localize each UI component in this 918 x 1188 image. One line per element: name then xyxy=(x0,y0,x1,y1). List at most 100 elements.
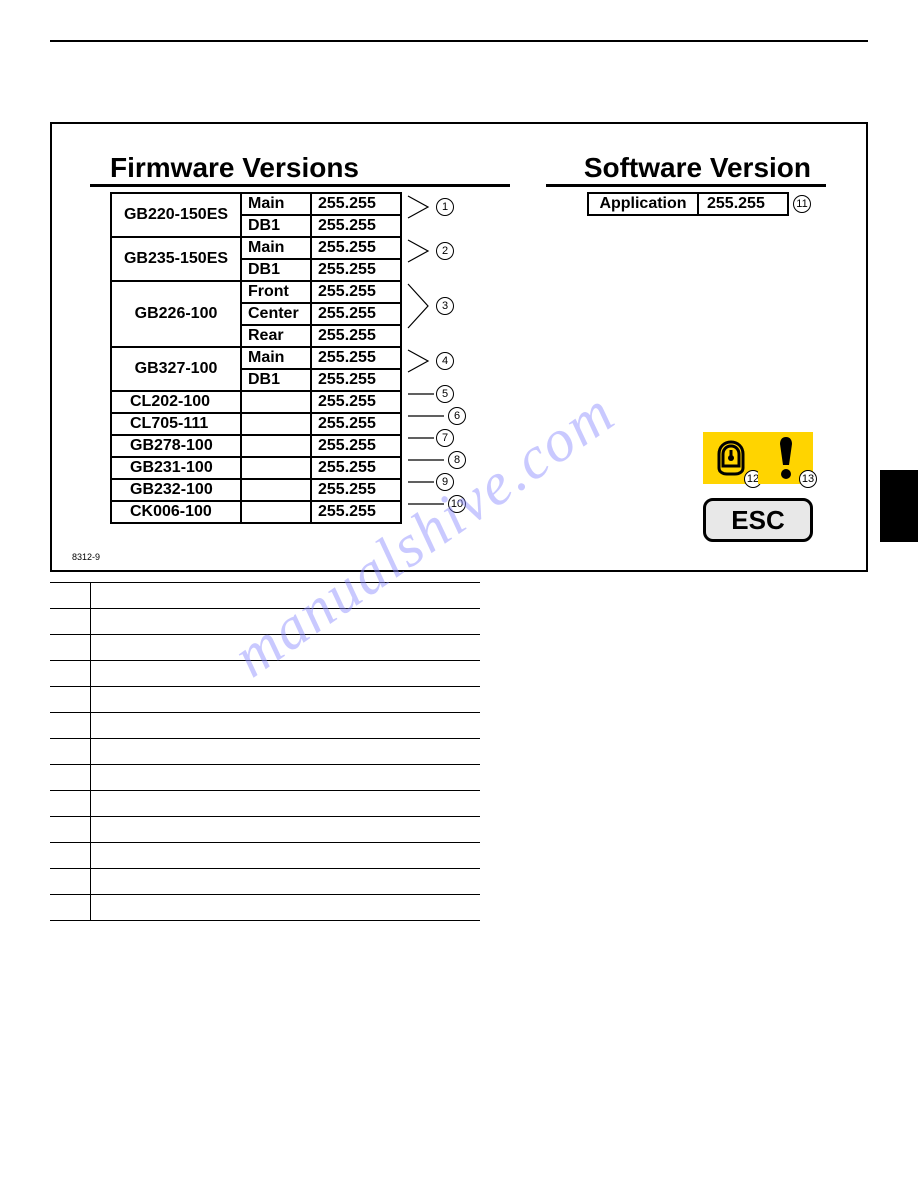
callout-10: 10 xyxy=(448,495,466,513)
sw-label: Application xyxy=(588,193,698,215)
page-top-rule xyxy=(50,40,868,42)
desc-num xyxy=(50,739,90,765)
engine-warn-icon xyxy=(711,438,751,478)
fw-ver: 255.255 xyxy=(311,391,401,413)
software-table: Application 255.255 xyxy=(587,192,789,216)
desc-text xyxy=(90,635,480,661)
desc-num xyxy=(50,765,90,791)
fw-ver: 255.255 xyxy=(311,259,401,281)
fw-ver: 255.255 xyxy=(311,347,401,369)
fw-model: GB235-150ES xyxy=(111,237,241,281)
fw-model: GB327-100 xyxy=(111,347,241,391)
table-row xyxy=(50,869,480,895)
fw-ver: 255.255 xyxy=(311,303,401,325)
table-row xyxy=(50,609,480,635)
fw-sub: DB1 xyxy=(241,369,311,391)
image-footer-id: 8312-9 xyxy=(72,552,100,562)
fw-sub: Main xyxy=(241,347,311,369)
fw-ver: 255.255 xyxy=(311,369,401,391)
fw-sub xyxy=(241,501,311,523)
fw-sub: Center xyxy=(241,303,311,325)
desc-num xyxy=(50,609,90,635)
fw-model: GB232-100 xyxy=(111,479,241,501)
table-row xyxy=(50,687,480,713)
software-header: Software Version xyxy=(584,152,811,184)
fw-ver: 255.255 xyxy=(311,281,401,303)
fw-ver: 255.255 xyxy=(311,457,401,479)
callout-2: 2 xyxy=(436,242,454,260)
desc-num xyxy=(50,817,90,843)
fw-ver: 255.255 xyxy=(311,435,401,457)
fw-ver: 255.255 xyxy=(311,325,401,347)
fw-ver: 255.255 xyxy=(311,413,401,435)
table-row: CK006-100 255.255 xyxy=(111,501,401,523)
fw-sub: DB1 xyxy=(241,215,311,237)
desc-text xyxy=(90,843,480,869)
fw-sub xyxy=(241,457,311,479)
table-row xyxy=(50,843,480,869)
desc-text xyxy=(90,817,480,843)
table-row: CL705-111 255.255 xyxy=(111,413,401,435)
desc-num xyxy=(50,635,90,661)
firmware-header: Firmware Versions xyxy=(110,152,359,184)
content-area: GB220-150ES Main 255.255 DB1 255.255 GB2… xyxy=(70,192,841,552)
esc-label: ESC xyxy=(731,505,784,536)
fw-model: CL202-100 xyxy=(111,391,241,413)
fw-sub xyxy=(241,413,311,435)
desc-num xyxy=(50,869,90,895)
table-row: GB232-100 255.255 xyxy=(111,479,401,501)
fw-ver: 255.255 xyxy=(311,479,401,501)
table-row xyxy=(50,791,480,817)
desc-text xyxy=(90,583,480,609)
fw-sub: Front xyxy=(241,281,311,303)
desc-text xyxy=(90,791,480,817)
table-row xyxy=(50,817,480,843)
table-row xyxy=(50,895,480,921)
desc-text xyxy=(90,713,480,739)
fw-sub xyxy=(241,479,311,501)
table-row xyxy=(50,713,480,739)
fw-ver: 255.255 xyxy=(311,501,401,523)
callout-13: 13 xyxy=(799,470,817,488)
desc-text xyxy=(90,661,480,687)
esc-button[interactable]: ESC xyxy=(703,498,813,542)
sw-ver: 255.255 xyxy=(698,193,788,215)
fw-ver: 255.255 xyxy=(311,193,401,215)
desc-text xyxy=(90,869,480,895)
desc-text xyxy=(90,739,480,765)
callout-8: 8 xyxy=(448,451,466,469)
fw-model: GB231-100 xyxy=(111,457,241,479)
table-row: GB235-150ES Main 255.255 xyxy=(111,237,401,259)
fw-sub: DB1 xyxy=(241,259,311,281)
firmware-header-underline xyxy=(90,184,510,187)
warning-alert-icon[interactable]: 13 xyxy=(758,432,813,484)
table-row: GB226-100 Front 255.255 xyxy=(111,281,401,303)
firmware-table: GB220-150ES Main 255.255 DB1 255.255 GB2… xyxy=(110,192,402,524)
callout-9: 9 xyxy=(436,473,454,491)
desc-num xyxy=(50,661,90,687)
desc-text xyxy=(90,895,480,921)
table-row xyxy=(50,765,480,791)
desc-num xyxy=(50,583,90,609)
table-row: GB231-100 255.255 xyxy=(111,457,401,479)
table-row: GB278-100 255.255 xyxy=(111,435,401,457)
warning-engine-icon[interactable]: 12 xyxy=(703,432,758,484)
fw-model: CK006-100 xyxy=(111,501,241,523)
table-row: Application 255.255 xyxy=(588,193,788,215)
callout-3: 3 xyxy=(436,297,454,315)
fw-sub: Main xyxy=(241,237,311,259)
exclamation-icon xyxy=(771,435,801,481)
fw-sub xyxy=(241,391,311,413)
table-row xyxy=(50,739,480,765)
fw-model: GB226-100 xyxy=(111,281,241,347)
table-row xyxy=(50,661,480,687)
description-table xyxy=(50,582,480,921)
fw-model: CL705-111 xyxy=(111,413,241,435)
desc-num xyxy=(50,895,90,921)
desc-text xyxy=(90,765,480,791)
table-row xyxy=(50,583,480,609)
desc-text xyxy=(90,687,480,713)
desc-num xyxy=(50,843,90,869)
desc-num xyxy=(50,791,90,817)
warning-icon-group: 12 13 xyxy=(703,432,813,484)
